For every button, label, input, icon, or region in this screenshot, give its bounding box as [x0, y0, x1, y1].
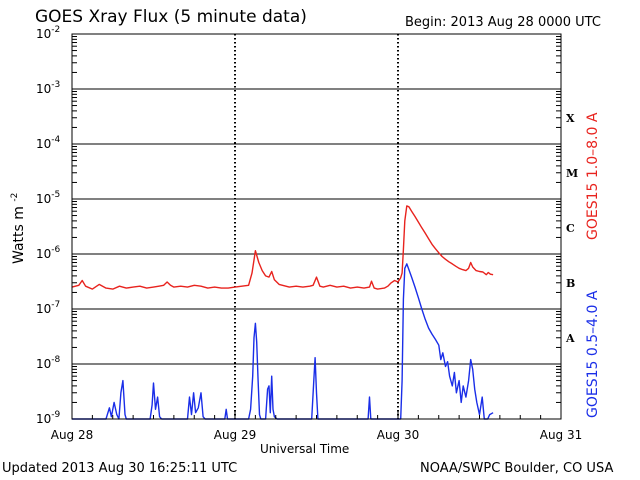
flare-class-label: M: [566, 167, 578, 180]
flare-class-label: B: [566, 277, 575, 290]
long-channel-label: GOES15 1.0–8.0 A: [585, 112, 601, 240]
x-tick-label: Aug 30: [377, 428, 420, 442]
y-tick-label: 10-2: [36, 25, 60, 41]
y-tick-label: 10-8: [36, 355, 61, 371]
updated-timestamp: Updated 2013 Aug 30 16:25:11 UTC: [2, 461, 238, 476]
short-channel-label: GOES15 0.5–4.0 A: [585, 290, 601, 418]
x-tick-label: Aug 31: [540, 428, 583, 442]
y-tick-label: 10-6: [36, 245, 61, 261]
x-tick-label: Aug 29: [214, 428, 257, 442]
y-tick-label: 10-7: [36, 300, 60, 316]
y-tick-label: 10-5: [36, 190, 60, 206]
y-tick-label: 10-3: [36, 80, 60, 96]
x-tick-label: Aug 28: [51, 428, 94, 442]
x-axis-title: Universal Time: [260, 442, 350, 456]
plot-frame: [71, 33, 562, 420]
y-tick-label: 10-4: [36, 135, 61, 151]
flare-class-label: A: [565, 332, 575, 345]
flare-class-label: C: [566, 222, 575, 235]
credit-label: NOAA/SWPC Boulder, CO USA: [420, 461, 614, 476]
begin-time-label: Begin: 2013 Aug 28 0000 UTC: [405, 15, 601, 30]
y-axis-title: Watts m -2: [10, 193, 27, 264]
flare-class-label: X: [566, 112, 575, 125]
chart-title: GOES Xray Flux (5 minute data): [35, 7, 307, 27]
y-tick-label: 10-9: [36, 410, 61, 426]
long-channel-line: [71, 205, 494, 290]
